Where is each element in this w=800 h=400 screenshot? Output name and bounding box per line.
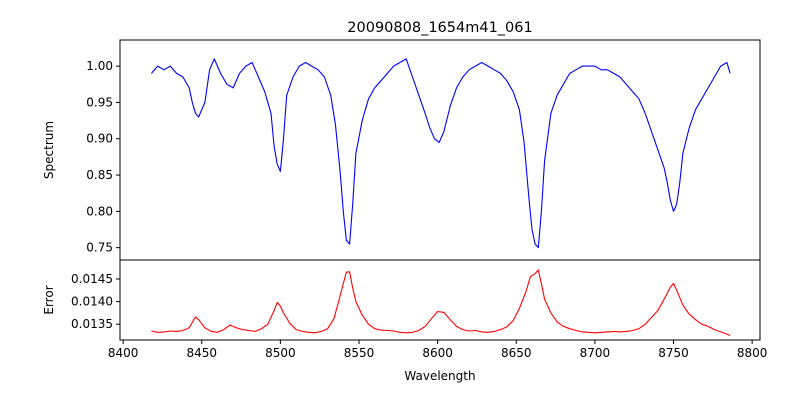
x-tick-label-4: 8600 xyxy=(422,346,453,360)
spectrum-series-line-0 xyxy=(150,58,731,249)
error-plot-area xyxy=(120,260,760,340)
spectrum-y-tick-label-4: 0.95 xyxy=(86,95,113,109)
x-tick-label-7: 8750 xyxy=(658,346,689,360)
spectrum-series xyxy=(150,58,731,249)
x-tick-label-3: 8550 xyxy=(344,346,375,360)
x-tick-label-2: 8500 xyxy=(265,346,296,360)
spectrum-plot-area xyxy=(120,40,760,260)
error-y-tick-label-0: 0.0135 xyxy=(71,317,113,331)
spectrum-panel: 0.75 0.80 0.85 0.90 0.95 1.00 Spectrum xyxy=(42,39,761,261)
x-tick-label-6: 8700 xyxy=(580,346,611,360)
error-y-ticks: 0.0135 0.0140 0.0145 xyxy=(71,272,120,331)
error-frame xyxy=(119,259,761,341)
chart-title: 20090808_1654m41_061 xyxy=(347,20,532,36)
x-axis-label: Wavelength xyxy=(404,369,475,383)
spectrum-y-axis-label: Spectrum xyxy=(42,121,56,179)
error-y-tick-label-2: 0.0145 xyxy=(71,272,113,286)
spectrum-y-tick-label-2: 0.85 xyxy=(86,168,113,182)
x-tick-label-0: 8400 xyxy=(108,346,139,360)
x-tick-label-8: 8800 xyxy=(737,346,768,360)
spectrum-y-tick-label-5: 1.00 xyxy=(86,59,113,73)
error-series-line-0 xyxy=(151,269,731,337)
x-tick-label-5: 8650 xyxy=(501,346,532,360)
spectrum-y-ticks: 0.75 0.80 0.85 0.90 0.95 1.00 xyxy=(86,59,120,255)
error-y-tick-label-1: 0.0140 xyxy=(71,295,113,309)
wavelength-x-ticks: 8400 8450 8500 8550 8600 8650 8700 8750 8800 xyxy=(108,340,768,360)
error-y-axis-label: Error xyxy=(42,285,56,314)
x-tick-label-1: 8450 xyxy=(186,346,217,360)
spectrum-y-tick-label-3: 0.90 xyxy=(86,132,113,146)
spectrum-y-tick-label-0: 0.75 xyxy=(86,241,113,255)
error-series xyxy=(151,269,731,337)
spectrum-y-tick-label-1: 0.80 xyxy=(86,204,113,218)
